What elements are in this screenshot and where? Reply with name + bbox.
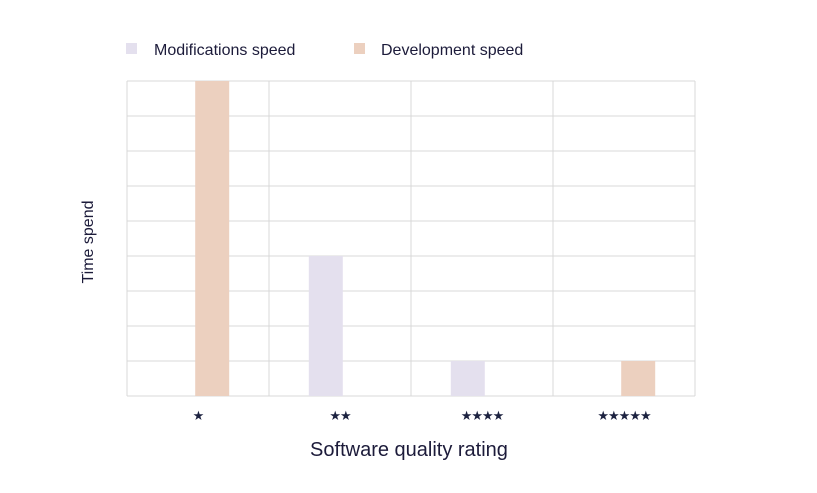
- legend-swatch-modifications: [126, 43, 137, 54]
- y-axis-title: Time spend: [80, 201, 97, 284]
- legend: Modifications speed Development speed: [126, 42, 523, 59]
- x-tick-labels: ★ ★★ ★★★★ ★★★★★: [193, 409, 652, 424]
- x-tick-label-3: ★★★★: [461, 409, 504, 424]
- legend-label-modifications: Modifications speed: [154, 42, 295, 59]
- bar-modifications-3: [450, 361, 485, 396]
- bars: [195, 81, 656, 396]
- bar-development-1: [195, 81, 230, 396]
- x-axis-title: Software quality rating: [310, 439, 508, 461]
- bar-modifications-2: [308, 256, 343, 396]
- legend-item-development: Development speed: [354, 42, 523, 59]
- bar-development-4: [621, 361, 656, 396]
- legend-item-modifications: Modifications speed: [126, 42, 295, 59]
- x-tick-label-2: ★★: [329, 409, 351, 424]
- x-tick-label-1: ★: [193, 409, 204, 424]
- legend-swatch-development: [354, 43, 365, 54]
- legend-label-development: Development speed: [381, 42, 523, 59]
- x-tick-label-4: ★★★★★: [597, 409, 651, 424]
